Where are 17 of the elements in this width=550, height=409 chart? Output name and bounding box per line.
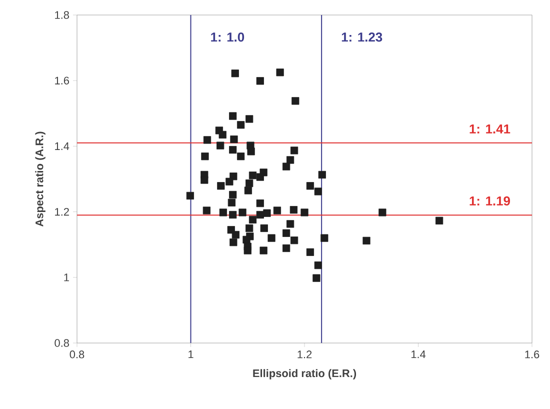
ref-line-label: 1: 1.41 bbox=[470, 124, 510, 134]
y-tick-label: 0.8 bbox=[54, 339, 69, 347]
y-tick-label: 1.2 bbox=[55, 208, 69, 216]
ref-line-label: 1: 1.19 bbox=[470, 196, 510, 206]
x-tick-label: 1.6 bbox=[525, 350, 540, 358]
x-tick-label: 1.4 bbox=[411, 350, 426, 358]
y-tick-label: 1 bbox=[64, 274, 69, 282]
ref-line-label: 1: 1.0 bbox=[211, 32, 244, 42]
y-axis-title: Aspect ratio (A.R.) bbox=[35, 132, 46, 227]
ref-line-label: 1: 1.23 bbox=[342, 32, 382, 42]
x-tick-label: 1.2 bbox=[298, 350, 312, 358]
y-tick-label: 1.4 bbox=[55, 142, 70, 150]
y-tick-label: 1.8 bbox=[55, 11, 69, 19]
x-axis-title: Ellipsoid ratio (E.R.) bbox=[253, 369, 356, 380]
x-tick-label: 0.8 bbox=[70, 350, 84, 358]
x-tick-label: 1 bbox=[188, 350, 194, 358]
y-tick-label: 1.6 bbox=[55, 76, 69, 84]
